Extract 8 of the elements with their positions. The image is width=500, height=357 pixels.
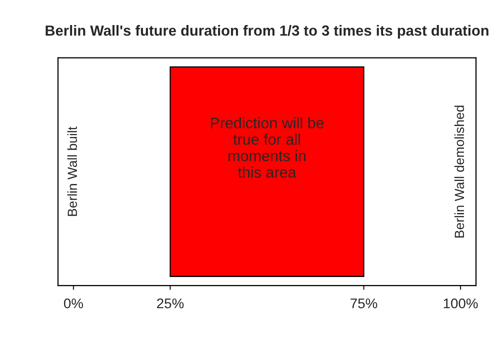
annotation: Prediction will be true for all moments in this area [210,117,324,178]
x-tick-label: 0% [64,298,84,308]
x-tick-label: 25% [157,298,184,308]
annotation: Berlin Wall built [67,126,78,216]
chart-title: Berlin Wall's future duration from 1/3 to 3 times its past duration [46,25,488,39]
annotation: Berlin Wall demolished [454,106,464,238]
x-tick-label: 100% [444,298,478,308]
x-tick-label: 75% [350,298,378,308]
